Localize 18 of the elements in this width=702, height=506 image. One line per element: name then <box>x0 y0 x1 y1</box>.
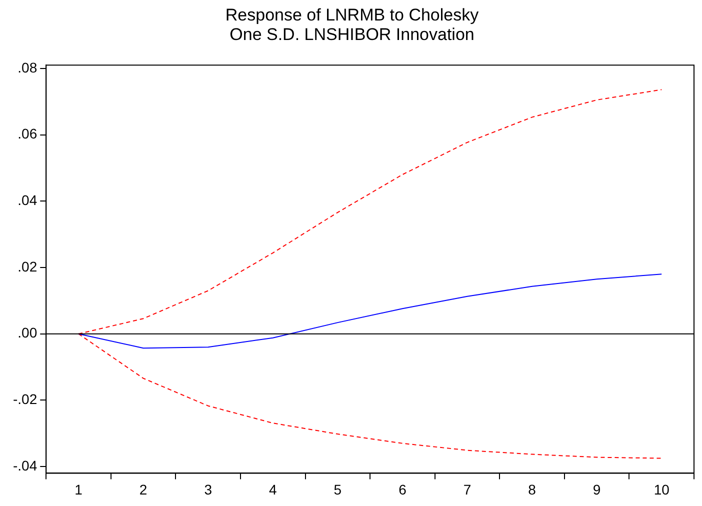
x-tick-label: 9 <box>592 481 601 498</box>
x-tick-label: 3 <box>204 481 212 498</box>
y-tick-label: .06 <box>18 126 38 142</box>
x-tick-label: 8 <box>528 481 536 498</box>
y-tick-label: .08 <box>18 59 38 76</box>
y-tick-label: .00 <box>18 324 38 341</box>
y-tick-label: -.04 <box>13 457 38 474</box>
x-tick-label: 10 <box>654 481 670 498</box>
y-tick-label: .04 <box>18 192 38 208</box>
x-tick-label: 6 <box>398 481 407 498</box>
x-tick-label: 7 <box>463 481 472 498</box>
y-tick-label: -.02 <box>13 391 38 408</box>
x-tick-label: 2 <box>139 481 148 498</box>
x-tick-label: 5 <box>334 481 342 498</box>
y-tick-label: .02 <box>18 258 38 274</box>
chart-title: Response of LNRMB to Cholesky One S.D. LNSHIBOR Innovation <box>225 5 480 44</box>
x-tick-label: 1 <box>74 481 83 498</box>
x-tick-label: 4 <box>268 481 277 498</box>
